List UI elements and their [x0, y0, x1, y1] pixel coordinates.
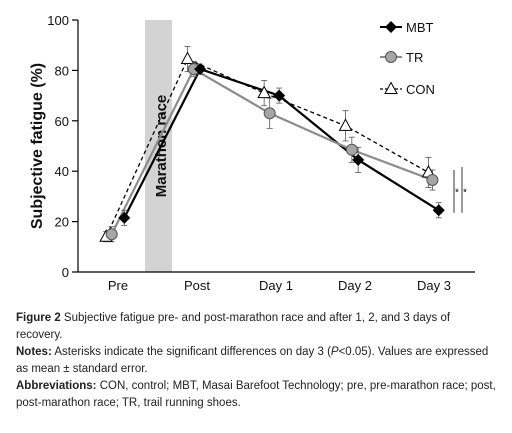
point-tr — [263, 107, 276, 120]
x-tick-label: Day 1 — [259, 278, 293, 293]
y-tick-label: 0 — [62, 265, 69, 280]
y-tick-label: 20 — [55, 215, 69, 230]
notes-text-1: Asterisks indicate the significant diffe… — [51, 346, 331, 358]
marathon-race-band — [145, 20, 172, 272]
abbreviations-text: CON, control; MBT, Masai Barefoot Techno… — [16, 380, 496, 409]
point-mbt — [194, 63, 207, 76]
legend: MBT TR CON — [380, 20, 435, 97]
point-mbt — [432, 204, 445, 217]
significance-star-1: * — [455, 187, 459, 198]
legend-marker-con — [384, 81, 398, 94]
figure-label: Figure 2 — [16, 312, 61, 324]
markers — [99, 51, 445, 242]
x-tick-label: Day 3 — [417, 278, 451, 293]
point-mbt — [118, 211, 131, 224]
legend-marker-mbt — [385, 21, 397, 33]
figure-text: Subjective fatigue pre- and post-maratho… — [16, 312, 451, 341]
point-mbt — [273, 89, 286, 102]
y-axis-label: Subjective fatigue (%) — [29, 63, 46, 229]
x-tick-label: Pre — [108, 278, 128, 293]
point-con — [257, 85, 271, 99]
significance-brackets: * * — [453, 166, 467, 213]
x-tick-label: Post — [184, 278, 210, 293]
point-tr — [345, 143, 358, 156]
abbreviations-label: Abbreviations: — [16, 380, 97, 392]
point-con — [338, 118, 353, 131]
figure-caption-line: Figure 2 Subjective fatigue pre- and pos… — [16, 310, 496, 343]
point-mbt — [352, 153, 365, 166]
significance-star-2: * — [463, 187, 467, 198]
y-tick-label: 60 — [55, 114, 69, 129]
notes-line: Notes: Asterisks indicate the significan… — [16, 344, 496, 377]
notes-label: Notes: — [16, 346, 52, 358]
abbreviations-line: Abbreviations: CON, control; MBT, Masai … — [16, 378, 496, 411]
point-con — [180, 51, 195, 65]
figure-caption: Figure 2 Subjective fatigue pre- and pos… — [16, 310, 496, 412]
point-tr — [426, 174, 439, 187]
y-tick-label: 40 — [55, 164, 69, 179]
y-tick-label: 100 — [47, 13, 69, 28]
x-tick-label: Day 2 — [338, 278, 372, 293]
legend-label-con: CON — [406, 82, 435, 97]
axes: 0 20 40 60 80 100 Pre Post Day 1 Day 2 Day 3 — [47, 13, 475, 293]
notes-p-symbol: P — [330, 346, 339, 358]
point-tr — [105, 228, 118, 241]
legend-label-tr: TR — [406, 50, 423, 65]
legend-label-mbt: MBT — [406, 20, 434, 35]
y-tick-label: 80 — [55, 63, 69, 78]
legend-marker-tr — [385, 51, 397, 63]
notes-text-2: <0.05). Values are expressed as mean ± s… — [16, 346, 489, 375]
